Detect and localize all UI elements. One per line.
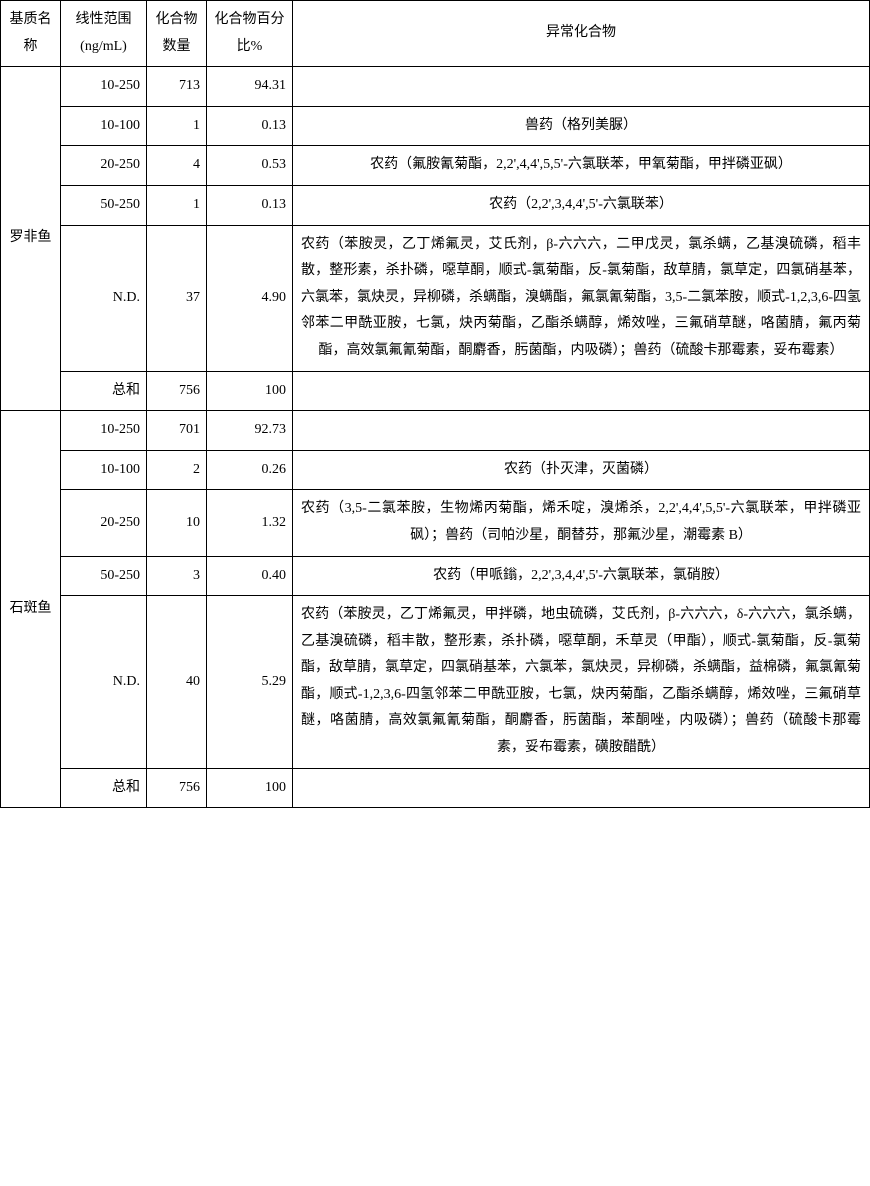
range-cell: 50-250 xyxy=(61,185,147,225)
table-row: 50-25010.13农药（2,2',3,4,4',5'-六氯联苯） xyxy=(1,185,870,225)
table-row: N.D.374.90农药（苯胺灵，乙丁烯氟灵，艾氏剂，β-六六六，二甲戊灵，氯杀… xyxy=(1,225,870,371)
pct-cell: 4.90 xyxy=(207,225,293,371)
pct-cell: 0.13 xyxy=(207,185,293,225)
compound-cell: 农药（甲哌鎓，2,2',3,4,4',5'-六氯联苯，氯硝胺） xyxy=(293,556,870,596)
range-cell: 10-100 xyxy=(61,106,147,146)
count-cell: 3 xyxy=(147,556,207,596)
count-cell: 756 xyxy=(147,371,207,411)
table-row: 罗非鱼10-25071394.31 xyxy=(1,67,870,107)
range-cell: N.D. xyxy=(61,225,147,371)
compound-cell: 农药（扑灭津，灭菌磷） xyxy=(293,450,870,490)
compound-table: 基质名称 线性范围 (ng/mL) 化合物数量 化合物百分比% 异常化合物 罗非… xyxy=(0,0,870,808)
header-compound: 异常化合物 xyxy=(293,1,870,67)
compound-cell: 兽药（格列美脲） xyxy=(293,106,870,146)
count-cell: 713 xyxy=(147,67,207,107)
header-matrix: 基质名称 xyxy=(1,1,61,67)
header-count: 化合物数量 xyxy=(147,1,207,67)
pct-cell: 0.26 xyxy=(207,450,293,490)
range-cell: 20-250 xyxy=(61,490,147,556)
range-cell: 总和 xyxy=(61,371,147,411)
table-row: N.D.405.29农药（苯胺灵，乙丁烯氟灵，甲拌磷，地虫硫磷，艾氏剂，β-六六… xyxy=(1,596,870,769)
compound-cell xyxy=(293,67,870,107)
pct-cell: 100 xyxy=(207,768,293,808)
count-cell: 1 xyxy=(147,106,207,146)
compound-cell: 农药（苯胺灵，乙丁烯氟灵，艾氏剂，β-六六六，二甲戊灵，氯杀螨，乙基溴硫磷，稻丰… xyxy=(293,225,870,371)
table-row: 10-10020.26农药（扑灭津，灭菌磷） xyxy=(1,450,870,490)
compound-cell: 农药（苯胺灵，乙丁烯氟灵，甲拌磷，地虫硫磷，艾氏剂，β-六六六，δ-六六六，氯杀… xyxy=(293,596,870,769)
pct-cell: 0.13 xyxy=(207,106,293,146)
compound-cell xyxy=(293,768,870,808)
range-cell: 50-250 xyxy=(61,556,147,596)
pct-cell: 0.40 xyxy=(207,556,293,596)
range-cell: N.D. xyxy=(61,596,147,769)
range-cell: 10-250 xyxy=(61,67,147,107)
table-row: 10-10010.13兽药（格列美脲） xyxy=(1,106,870,146)
pct-cell: 100 xyxy=(207,371,293,411)
table-row: 50-25030.40农药（甲哌鎓，2,2',3,4,4',5'-六氯联苯，氯硝… xyxy=(1,556,870,596)
table-row: 总和756100 xyxy=(1,768,870,808)
count-cell: 37 xyxy=(147,225,207,371)
pct-cell: 92.73 xyxy=(207,411,293,451)
matrix-name: 石斑鱼 xyxy=(1,411,61,808)
table-row: 20-250101.32农药（3,5-二氯苯胺，生物烯丙菊酯，烯禾啶，溴烯杀，2… xyxy=(1,490,870,556)
compound-cell: 农药（氟胺氰菊酯，2,2',4,4',5,5'-六氯联苯，甲氧菊酯，甲拌磷亚砜） xyxy=(293,146,870,186)
range-cell: 10-100 xyxy=(61,450,147,490)
compound-cell xyxy=(293,411,870,451)
count-cell: 1 xyxy=(147,185,207,225)
count-cell: 40 xyxy=(147,596,207,769)
range-cell: 10-250 xyxy=(61,411,147,451)
pct-cell: 1.32 xyxy=(207,490,293,556)
count-cell: 756 xyxy=(147,768,207,808)
compound-cell: 农药（2,2',3,4,4',5'-六氯联苯） xyxy=(293,185,870,225)
count-cell: 701 xyxy=(147,411,207,451)
range-cell: 20-250 xyxy=(61,146,147,186)
pct-cell: 0.53 xyxy=(207,146,293,186)
pct-cell: 94.31 xyxy=(207,67,293,107)
count-cell: 2 xyxy=(147,450,207,490)
compound-cell: 农药（3,5-二氯苯胺，生物烯丙菊酯，烯禾啶，溴烯杀，2,2',4,4',5,5… xyxy=(293,490,870,556)
table-row: 石斑鱼10-25070192.73 xyxy=(1,411,870,451)
table-header-row: 基质名称 线性范围 (ng/mL) 化合物数量 化合物百分比% 异常化合物 xyxy=(1,1,870,67)
header-range: 线性范围 (ng/mL) xyxy=(61,1,147,67)
range-cell: 总和 xyxy=(61,768,147,808)
matrix-name: 罗非鱼 xyxy=(1,67,61,411)
table-row: 20-25040.53农药（氟胺氰菊酯，2,2',4,4',5,5'-六氯联苯，… xyxy=(1,146,870,186)
table-row: 总和756100 xyxy=(1,371,870,411)
header-pct: 化合物百分比% xyxy=(207,1,293,67)
compound-cell xyxy=(293,371,870,411)
pct-cell: 5.29 xyxy=(207,596,293,769)
count-cell: 4 xyxy=(147,146,207,186)
count-cell: 10 xyxy=(147,490,207,556)
